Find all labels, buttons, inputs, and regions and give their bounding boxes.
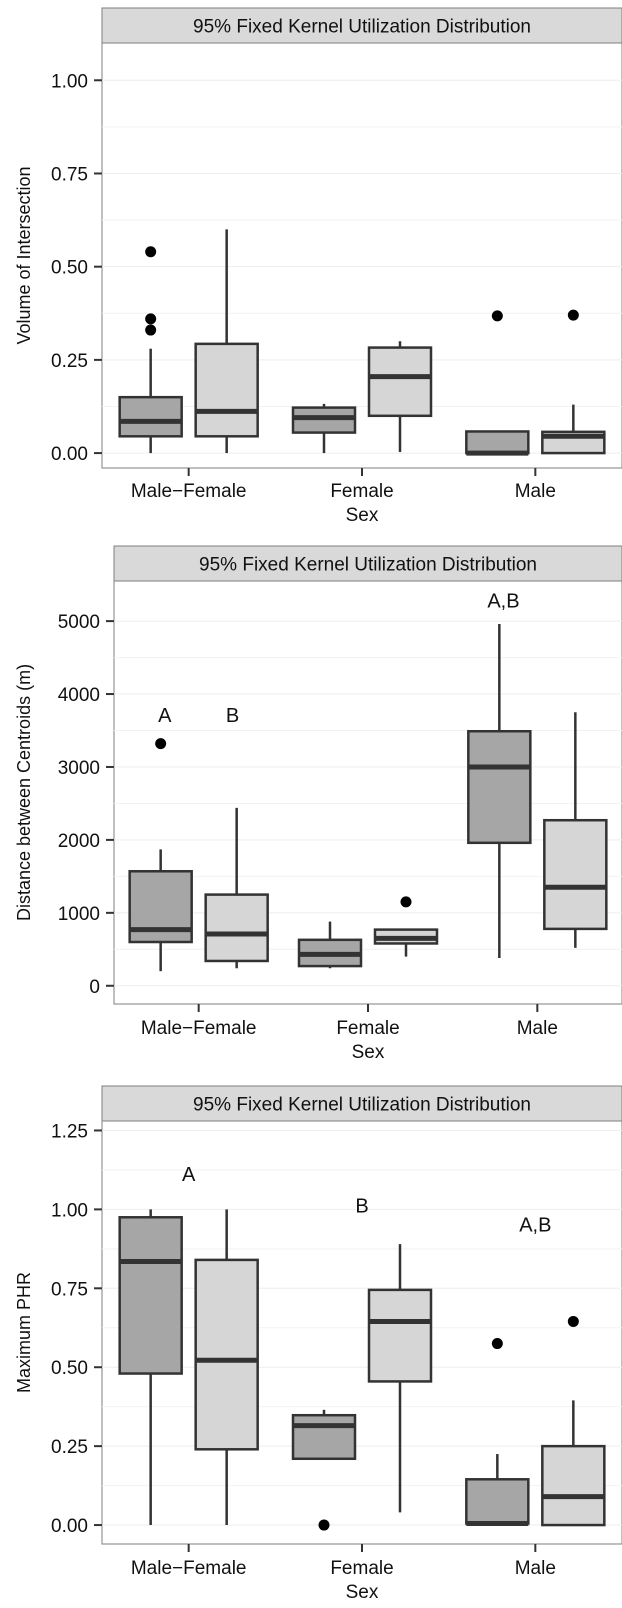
y-axis-label: Maximum PHR <box>14 1272 34 1393</box>
y-tick-label: 0.75 <box>51 1279 88 1300</box>
y-axis-label: Volume of Intersection <box>14 166 34 344</box>
y-tick-label: 0.50 <box>51 258 88 279</box>
x-tick-label: Male−Female <box>141 1018 257 1039</box>
y-axis-label: Distance between Centroids (m) <box>14 664 34 921</box>
x-tick-label: Male−Female <box>131 1558 247 1579</box>
boxplot-male-dark <box>465 310 530 456</box>
annotation-label: A,B <box>519 1214 551 1236</box>
outlier-point <box>567 1315 579 1327</box>
outlier-point <box>155 738 167 750</box>
boxplot-malefemale-light <box>204 807 269 969</box>
box-iqr <box>367 1288 433 1383</box>
box-iqr <box>367 346 433 418</box>
boxplot-malefemale-dark <box>118 1209 183 1526</box>
x-tick-label: Male <box>515 1558 556 1579</box>
boxplot-malefemale-dark <box>118 246 183 454</box>
boxplot-malefemale-light <box>194 1209 259 1526</box>
y-tick-label: 5000 <box>58 612 100 633</box>
plot-area <box>101 1120 622 1545</box>
boxplot-female-light <box>367 341 433 452</box>
panel-title-strip <box>113 545 622 582</box>
x-tick-label: Female <box>336 1018 399 1039</box>
x-tick-label: Male−Female <box>131 481 247 502</box>
outlier-point <box>145 246 157 258</box>
annotation-label: A <box>182 1164 196 1186</box>
y-tick-label: 0.50 <box>51 1358 88 1379</box>
box-iqr <box>118 1216 183 1375</box>
x-tick-label: Female <box>330 481 393 502</box>
boxplot-male-light <box>541 309 606 455</box>
y-tick-label: 0.25 <box>51 351 88 372</box>
boxplot-male-dark <box>467 624 532 959</box>
outlier-point <box>400 896 412 908</box>
boxplot-female-light <box>367 1244 433 1513</box>
annotation-label: B <box>226 705 239 727</box>
box-iqr <box>204 893 269 963</box>
y-tick-label: 1.00 <box>51 71 88 92</box>
x-tick-label: Male <box>515 481 556 502</box>
box-iqr <box>467 729 532 845</box>
y-tick-label: 0.00 <box>51 1516 88 1537</box>
panel-3: 95% Fixed Kernel Utilization Distributio… <box>14 1085 622 1603</box>
annotation-label: A <box>158 705 172 727</box>
x-axis-label: Sex <box>352 1042 385 1063</box>
y-tick-label: 4000 <box>58 685 100 706</box>
box-iqr <box>465 1478 530 1525</box>
y-tick-label: 0.25 <box>51 1437 88 1458</box>
panel-title: 95% Fixed Kernel Utilization Distributio… <box>193 1095 531 1116</box>
panel-2: 95% Fixed Kernel Utilization Distributio… <box>14 545 622 1063</box>
boxplot-female-dark <box>291 1409 357 1531</box>
y-tick-label: 1.00 <box>51 1200 88 1221</box>
outlier-point <box>491 310 503 322</box>
x-tick-label: Male <box>517 1018 558 1039</box>
y-tick-label: 0.00 <box>51 444 88 465</box>
outlier-point <box>318 1519 330 1531</box>
outlier-point <box>491 1338 503 1350</box>
box-iqr <box>118 395 183 438</box>
box-iqr <box>194 342 259 438</box>
x-axis-label: Sex <box>346 505 379 526</box>
panel-title: 95% Fixed Kernel Utilization Distributio… <box>199 555 537 576</box>
plot-area <box>113 580 622 1005</box>
panel-1: 95% Fixed Kernel Utilization Distributio… <box>14 7 622 526</box>
outlier-point <box>567 309 579 321</box>
boxplot-female-dark <box>291 403 357 454</box>
y-tick-label: 1000 <box>58 904 100 925</box>
y-tick-label: 0.75 <box>51 164 88 185</box>
annotation-label: B <box>355 1196 368 1218</box>
y-tick-label: 0 <box>89 977 100 998</box>
plot-area <box>101 42 622 469</box>
box-iqr <box>194 1258 259 1451</box>
panel-title: 95% Fixed Kernel Utilization Distributio… <box>193 17 531 38</box>
outlier-point <box>145 324 157 336</box>
box-iqr <box>465 430 530 455</box>
outlier-point <box>145 313 157 325</box>
x-axis-label: Sex <box>346 1582 379 1603</box>
x-tick-label: Female <box>330 1558 393 1579</box>
boxplot-female-light <box>373 896 439 957</box>
box-iqr <box>291 1413 357 1461</box>
box-iqr <box>543 818 608 931</box>
y-tick-label: 1.25 <box>51 1121 88 1142</box>
boxplot-male-light <box>543 712 608 948</box>
y-tick-label: 2000 <box>58 831 100 852</box>
box-iqr <box>541 1444 606 1527</box>
annotation-label: A,B <box>487 590 519 612</box>
boxplot-female-dark <box>297 921 363 969</box>
boxplot-male-light <box>541 1315 606 1527</box>
boxplot-male-dark <box>465 1338 530 1526</box>
panel-title-strip <box>101 7 622 44</box>
boxplot-malefemale-light <box>194 229 259 454</box>
y-tick-label: 3000 <box>58 758 100 779</box>
boxplot-malefemale-dark <box>128 738 193 972</box>
